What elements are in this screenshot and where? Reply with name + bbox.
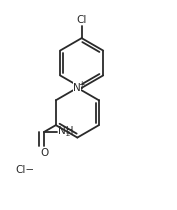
Text: NH: NH [58, 126, 73, 136]
Text: 2: 2 [65, 131, 70, 136]
Text: Cl: Cl [76, 15, 87, 25]
Text: Cl−: Cl− [16, 165, 35, 175]
Text: N: N [73, 83, 81, 93]
Text: +: + [79, 80, 85, 89]
Text: O: O [40, 148, 48, 158]
